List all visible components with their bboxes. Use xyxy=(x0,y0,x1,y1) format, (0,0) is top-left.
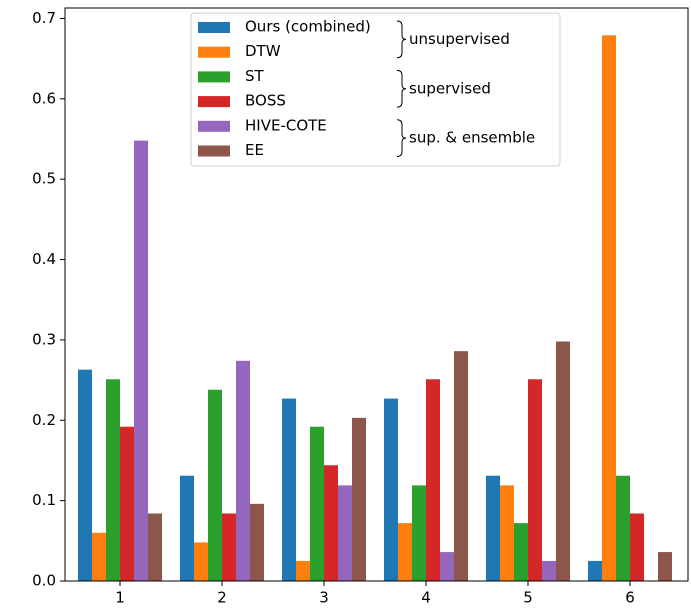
plot-frame xyxy=(64,7,689,582)
legend-group-label: supervised xyxy=(409,79,491,97)
bar xyxy=(440,552,454,581)
y-tick-label: 0.0 xyxy=(32,572,56,590)
x-tick-label: 6 xyxy=(625,589,635,607)
bar xyxy=(528,379,542,581)
legend-label: BOSS xyxy=(245,92,286,110)
bar xyxy=(134,140,148,581)
bar xyxy=(106,379,120,581)
bar xyxy=(208,389,222,581)
legend-swatch xyxy=(198,46,230,58)
y-tick-label: 0.4 xyxy=(32,250,56,268)
y-tick-label: 0.5 xyxy=(32,170,56,188)
bar xyxy=(454,351,468,581)
legend-swatch xyxy=(198,71,230,83)
bar xyxy=(120,426,134,581)
legend-swatch xyxy=(198,120,230,132)
bar xyxy=(602,35,616,582)
bar xyxy=(398,523,412,581)
bar xyxy=(324,465,338,581)
bar xyxy=(194,542,208,581)
legend-swatch xyxy=(198,22,230,33)
bar xyxy=(180,475,194,581)
legend-swatch xyxy=(198,96,230,108)
x-tick-label: 3 xyxy=(319,589,329,607)
bar xyxy=(236,360,250,581)
bar xyxy=(384,398,398,581)
legend-brace xyxy=(396,119,407,157)
x-tick-label: 1 xyxy=(115,589,125,607)
y-tick-label: 0.7 xyxy=(32,9,56,27)
bar xyxy=(500,485,514,581)
bar xyxy=(486,475,500,581)
legend-brace xyxy=(396,69,407,108)
bar xyxy=(78,369,92,581)
y-tick-label: 0.6 xyxy=(32,89,56,107)
bar xyxy=(352,417,366,581)
y-tick-label: 0.1 xyxy=(32,491,56,509)
bar xyxy=(148,513,162,581)
bar xyxy=(426,379,440,581)
bar xyxy=(222,513,236,581)
y-tick-label: 0.2 xyxy=(32,411,56,429)
bar xyxy=(412,485,426,581)
bar xyxy=(338,485,352,581)
bar xyxy=(542,560,556,581)
bar xyxy=(310,426,324,581)
legend-label: HIVE-COTE xyxy=(245,116,327,134)
legend-group-label: sup. & ensemble xyxy=(409,129,535,147)
legend-label: EE xyxy=(245,141,264,159)
bar xyxy=(658,552,672,581)
bar xyxy=(588,560,602,581)
bar xyxy=(630,513,644,581)
legend-box xyxy=(190,12,561,167)
legend-label: ST xyxy=(245,67,265,85)
x-tick-label: 4 xyxy=(421,589,431,607)
legend-label: Ours (combined) xyxy=(245,18,371,36)
bar xyxy=(282,398,296,581)
legend-swatch xyxy=(198,145,230,157)
bar xyxy=(514,523,528,581)
legend-brace xyxy=(396,20,407,59)
bar xyxy=(556,341,570,581)
bar xyxy=(250,503,264,581)
bar xyxy=(92,532,106,581)
x-tick-label: 5 xyxy=(523,589,533,607)
x-tick-label: 2 xyxy=(217,589,227,607)
legend-group-label: unsupervised xyxy=(409,30,510,48)
y-tick-label: 0.3 xyxy=(32,330,56,348)
legend-label: DTW xyxy=(245,42,281,60)
bar xyxy=(296,560,310,581)
bar xyxy=(616,475,630,581)
